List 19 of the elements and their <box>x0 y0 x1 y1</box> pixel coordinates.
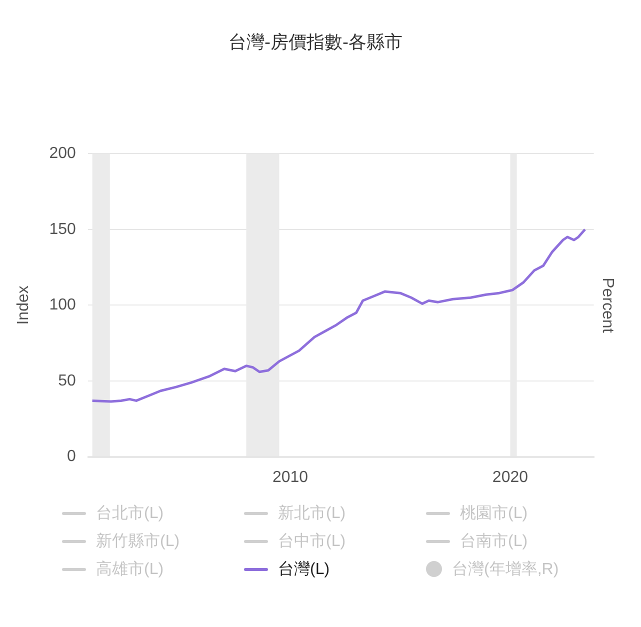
legend-label: 台灣(年增率,R) <box>452 560 559 580</box>
x-tick-label: 2020 <box>492 468 528 486</box>
legend-label: 新北市(L) <box>278 504 346 524</box>
chart-title: 台灣-房價指數-各縣市 <box>228 32 402 52</box>
legend-label: 新竹縣市(L) <box>96 532 180 552</box>
y-tick-label: 0 <box>66 448 76 466</box>
legend-label: 台中市(L) <box>278 532 346 552</box>
y2-axis-title: Percent <box>598 278 616 334</box>
legend-label: 台灣(L) <box>278 560 330 580</box>
y-tick-label: 100 <box>49 296 76 314</box>
y-tick-label: 200 <box>49 145 76 162</box>
legend-label: 桃園市(L) <box>460 504 528 524</box>
y-tick-label: 150 <box>49 220 76 238</box>
legend-label: 台北市(L) <box>96 504 164 524</box>
legend-label: 台南市(L) <box>460 532 528 552</box>
y-axis-title: Index <box>15 286 32 325</box>
x-tick-label: 2010 <box>272 468 308 486</box>
legend-label: 高雄市(L) <box>96 560 164 580</box>
y-tick-label: 50 <box>58 372 76 390</box>
